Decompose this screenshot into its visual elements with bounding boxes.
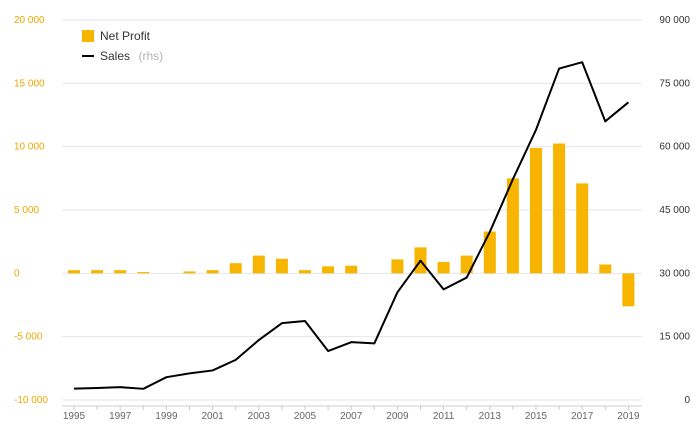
net-profit-bar <box>483 231 496 274</box>
left-axis-tick-label: 5 000 <box>14 205 39 216</box>
x-axis-tick-label: 2013 <box>479 411 502 422</box>
x-axis-tick-label: 1999 <box>155 411 178 422</box>
legend: Net Profit Sales (rhs) <box>82 29 163 64</box>
right-axis-tick-label: 60 000 <box>659 142 690 153</box>
x-axis-tick-label: 1995 <box>63 411 86 422</box>
net-profit-bar <box>114 270 127 274</box>
x-axis-tick-label: 2005 <box>294 411 317 422</box>
left-axis-tick-label: 0 <box>14 268 20 279</box>
right-axis-tick-label: 45 000 <box>659 205 690 216</box>
left-axis-tick-label: -10 000 <box>14 395 48 406</box>
net-profit-bar <box>506 178 519 274</box>
axes: -10 000 -5 000 0 5 000 10 000 15 000 20 000 0 15… <box>14 15 690 422</box>
net-profit-bar <box>91 270 104 274</box>
x-axis-tick-label: 2007 <box>340 411 363 422</box>
legend-sales-label: Sales (rhs) <box>100 47 163 64</box>
x-axis-tick-label: 2001 <box>201 411 224 422</box>
legend-sales-note: (rhs) <box>138 49 163 63</box>
net-profit-bar <box>68 270 80 274</box>
x-axis-tick-label: 2017 <box>571 411 594 422</box>
net-profit-bar <box>576 183 589 274</box>
net-profit-bar <box>183 271 196 274</box>
net-profit-bar <box>137 272 150 274</box>
net-profit-bar <box>437 261 450 274</box>
x-axis-tick-label: 1997 <box>109 411 132 422</box>
left-axis-tick-label: 20 000 <box>14 15 45 26</box>
net-profit-bar <box>299 270 311 274</box>
net-profit-bar <box>530 147 542 274</box>
right-axis-tick-label: 15 000 <box>659 332 690 343</box>
net-profit-bar <box>391 259 404 274</box>
x-axis-tick-label: 2009 <box>386 411 409 422</box>
legend-net-profit-label: Net Profit <box>100 29 151 43</box>
left-axis-tick-label: 10 000 <box>14 142 45 153</box>
net-profit-bar <box>275 258 288 274</box>
x-axis-tick-label: 2003 <box>248 411 271 422</box>
legend-sales-name: Sales <box>100 49 130 63</box>
right-axis-tick-label: 75 000 <box>659 78 690 89</box>
net-profit-bar <box>622 273 635 307</box>
right-axis-tick-label: 30 000 <box>659 268 690 279</box>
net-profit-bar <box>206 270 219 274</box>
net-profit-bar <box>229 263 242 274</box>
net-profit-bar <box>252 255 265 274</box>
net-profit-bar <box>599 264 612 274</box>
net-profit-bar <box>553 143 566 274</box>
left-axis-tick-label: 15 000 <box>14 78 45 89</box>
right-axis-tick-label: 0 <box>684 395 690 406</box>
net-profit-bar <box>460 255 473 274</box>
left-axis-tick-label: -5 000 <box>14 332 43 343</box>
x-axis-tick-label: 2011 <box>433 411 455 422</box>
net-profit-bars <box>68 143 635 307</box>
x-axis-tick-label: 2015 <box>525 411 548 422</box>
x-axis-tick-label: 2019 <box>617 411 640 422</box>
legend-net-profit-swatch <box>82 30 94 42</box>
net-profit-bar <box>345 265 358 274</box>
sales-line <box>73 61 630 390</box>
net-profit-bar <box>322 266 335 274</box>
sales-line-path <box>73 61 630 390</box>
right-axis-tick-label: 90 000 <box>659 15 690 26</box>
